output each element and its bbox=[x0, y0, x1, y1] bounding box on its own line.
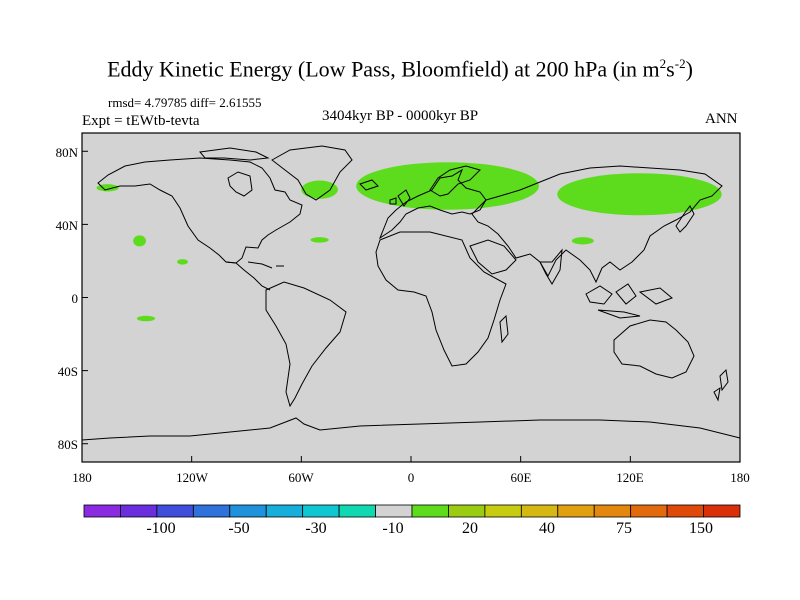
anomaly-mid-atlantic bbox=[310, 237, 329, 243]
coast-madagascar bbox=[499, 314, 509, 344]
coast-scandinavia bbox=[429, 165, 481, 197]
coast-maritime-se-asia bbox=[585, 283, 673, 319]
coast-arabia bbox=[469, 239, 517, 275]
coast-india bbox=[539, 248, 563, 285]
coast-british-isles bbox=[389, 189, 411, 207]
colorbar-swatch bbox=[338, 504, 376, 518]
colorbar-swatch bbox=[630, 504, 668, 518]
coast-north-america bbox=[97, 157, 303, 264]
anomaly-labrador-sea bbox=[301, 180, 338, 199]
colorbar-swatch bbox=[120, 504, 158, 518]
anomaly-north-atlantic-europe bbox=[356, 162, 539, 210]
coast-asia bbox=[471, 165, 723, 284]
colorbar-label-neg10: -10 bbox=[382, 520, 404, 537]
colorbar-swatch bbox=[302, 504, 340, 518]
colorbar-swatch bbox=[703, 504, 741, 518]
colorbar-swatch bbox=[557, 504, 595, 518]
colorbar-label-40: 40 bbox=[539, 520, 555, 537]
ytick-80n: 80N bbox=[55, 145, 78, 160]
anomaly-siberia-west-pacific bbox=[557, 173, 722, 216]
colorbar-swatch bbox=[520, 504, 559, 518]
colorbar-label-neg50: -50 bbox=[228, 520, 250, 537]
anomaly-east-pacific bbox=[177, 259, 189, 265]
stats-label: rmsd= 4.79785 diff= 2.61555 bbox=[108, 95, 262, 110]
plot-title: Eddy Kinetic Energy (Low Pass, Bloomfiel… bbox=[0, 56, 800, 82]
colorbar-swatch bbox=[83, 504, 121, 518]
xtick-60w: 60W bbox=[288, 470, 314, 485]
xtick-60e: 60E bbox=[510, 470, 532, 485]
coast-europe bbox=[378, 168, 487, 240]
coast-greenland bbox=[271, 145, 353, 201]
colorbar-swatch bbox=[229, 504, 267, 518]
colorbar-swatch bbox=[375, 504, 413, 518]
coast-caribbean bbox=[247, 261, 284, 269]
colorbar-label-20: 20 bbox=[462, 520, 478, 537]
coast-new-zealand bbox=[713, 368, 729, 402]
title-main: Eddy Kinetic Energy (Low Pass, Bloomfiel… bbox=[107, 56, 660, 82]
xtick-120w: 120W bbox=[176, 470, 208, 485]
anomaly-central-pacific bbox=[133, 235, 146, 247]
colorbar-swatch bbox=[192, 504, 231, 518]
colorbar-swatch bbox=[156, 504, 194, 518]
colorbar-label-150: 150 bbox=[689, 520, 713, 537]
colorbar bbox=[83, 504, 741, 518]
colorbar-swatch bbox=[265, 504, 304, 518]
title-end: ) bbox=[685, 56, 693, 82]
coast-arctic-islands bbox=[199, 147, 270, 161]
colorbar-swatch bbox=[484, 504, 522, 518]
coast-central-america bbox=[225, 261, 271, 291]
coast-japan bbox=[675, 205, 695, 233]
colorbar-swatch bbox=[448, 504, 486, 518]
colorbar-swatch bbox=[411, 504, 449, 518]
ytick-40n: 40N bbox=[55, 218, 78, 233]
colorbar-swatch bbox=[593, 504, 632, 518]
coast-antarctica bbox=[81, 417, 741, 441]
period-label: 3404kyr BP - 0000kyr BP bbox=[322, 108, 479, 124]
anomaly-south-pacific bbox=[136, 315, 156, 322]
ytick-80s: 80S bbox=[57, 437, 78, 452]
anomaly-alaska bbox=[96, 184, 119, 192]
ytick-40s: 40S bbox=[57, 364, 78, 379]
title-exp1: 2 bbox=[659, 56, 667, 71]
colorbar-label-75: 75 bbox=[616, 520, 632, 537]
colorbar-label-neg30: -30 bbox=[305, 520, 327, 537]
coast-africa bbox=[375, 231, 507, 367]
coastlines bbox=[81, 145, 741, 441]
title-exp2: -2 bbox=[674, 56, 686, 71]
xtick-180w: 180 bbox=[72, 470, 92, 485]
experiment-label: Expt = tEWtb-tevta bbox=[82, 113, 200, 129]
coast-south-america bbox=[265, 281, 347, 408]
colorbar-label-neg100: -100 bbox=[146, 520, 176, 537]
xtick-180e: 180 bbox=[730, 470, 750, 485]
coast-hudson-bay bbox=[227, 171, 253, 197]
xtick-0: 0 bbox=[407, 470, 415, 485]
coast-iceland bbox=[359, 179, 379, 191]
coast-australia bbox=[613, 319, 695, 379]
xtick-120e: 120E bbox=[616, 470, 644, 485]
axis-ticks bbox=[81, 150, 741, 462]
anomaly-central-asia bbox=[571, 237, 594, 245]
season-label: ANN bbox=[705, 111, 738, 127]
colorbar-swatch bbox=[666, 504, 704, 518]
title-mid: s bbox=[666, 56, 675, 82]
ytick-0: 0 bbox=[71, 291, 79, 306]
